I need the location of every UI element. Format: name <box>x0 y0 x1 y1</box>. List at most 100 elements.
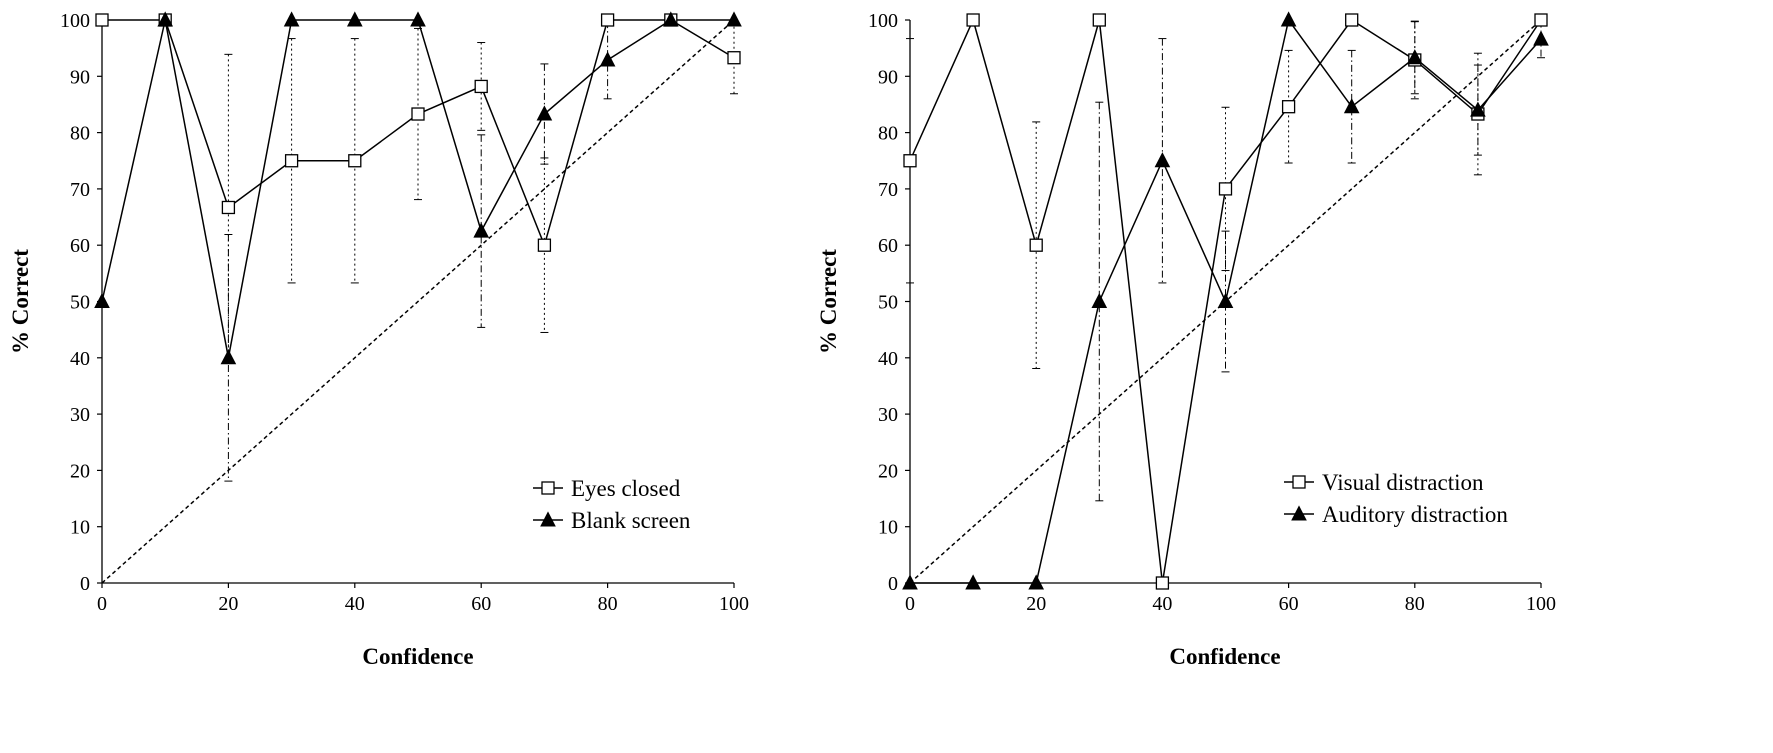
data-point <box>411 107 425 121</box>
data-point <box>94 292 110 308</box>
legend-item: Visual distraction <box>1284 470 1484 495</box>
data-point <box>1154 152 1171 168</box>
data-point <box>599 51 616 67</box>
error-bar <box>1221 230 1230 373</box>
error-bar <box>224 234 233 482</box>
error-bar <box>1410 21 1419 95</box>
y-tick-label: 40 <box>70 348 90 370</box>
data-point <box>1280 11 1297 27</box>
legend-label: Auditory distraction <box>1322 502 1508 527</box>
data-point <box>1091 292 1108 308</box>
y-tick-label: 50 <box>70 292 90 314</box>
legend: Eyes closed Blank screen <box>533 476 691 533</box>
data-point <box>1218 182 1233 196</box>
data-point <box>1406 49 1423 65</box>
data-point <box>1345 13 1359 27</box>
data-point <box>966 13 980 27</box>
chart-panel-1: 0 10 20 30 40 50 60 70 80 90 100 0 20 40 60 80 100 Confid… <box>8 10 749 669</box>
data-point <box>1028 574 1045 590</box>
x-tick-label: 80 <box>1405 593 1425 615</box>
error-bar <box>477 42 486 131</box>
y-axis-title: % Correct <box>816 249 841 354</box>
y-tick-label: 50 <box>878 292 898 314</box>
data-point <box>1470 101 1486 117</box>
x-tick-label: 100 <box>719 593 749 615</box>
data-point <box>727 51 741 65</box>
y-tick-label: 30 <box>70 404 90 426</box>
x-tick-label: 20 <box>1026 593 1046 615</box>
legend-item: Eyes closed <box>533 476 681 501</box>
legend-marker <box>1291 505 1307 521</box>
data-point <box>965 574 981 590</box>
error-bar <box>350 38 359 284</box>
x-tick-label: 0 <box>905 593 915 615</box>
legend-marker <box>540 511 556 527</box>
data-point <box>1343 98 1360 114</box>
x-tick-label: 0 <box>97 593 107 615</box>
data-point <box>600 13 615 27</box>
data-point <box>903 154 917 168</box>
data-point <box>1281 100 1296 114</box>
error-bar <box>1347 49 1356 164</box>
data-point <box>346 11 363 27</box>
y-tick-label: 80 <box>878 123 898 145</box>
data-point <box>473 222 490 238</box>
y-tick-label: 20 <box>878 460 898 482</box>
x-axis-title: Confidence <box>362 644 473 669</box>
legend-label: Eyes closed <box>571 476 681 501</box>
y-tick-label: 70 <box>70 179 90 201</box>
x-tick-label: 60 <box>1279 593 1299 615</box>
legend-marker <box>1292 475 1306 489</box>
x-tick-label: 40 <box>345 593 365 615</box>
x-tick-label: 80 <box>598 593 618 615</box>
data-point <box>726 11 742 27</box>
y-tick-label: 100 <box>60 10 90 32</box>
y-tick-label: 70 <box>878 179 898 201</box>
y-tick-label: 100 <box>868 10 898 32</box>
error-bar <box>906 38 914 284</box>
y-tick-label: 0 <box>80 573 90 595</box>
error-bar <box>287 38 296 284</box>
error-bar <box>1032 121 1041 369</box>
data-point <box>410 11 426 27</box>
error-bar <box>540 157 549 333</box>
x-tick-label: 60 <box>471 593 491 615</box>
legend-label: Visual distraction <box>1322 470 1484 495</box>
legend-item: Auditory distraction <box>1284 502 1508 527</box>
data-point <box>537 238 552 252</box>
y-tick-label: 80 <box>70 123 90 145</box>
data-point <box>221 200 236 215</box>
data-point <box>157 11 174 27</box>
data-point <box>662 11 679 27</box>
data-point <box>1534 13 1548 27</box>
x-tick-label: 40 <box>1152 593 1172 615</box>
data-point <box>220 349 237 365</box>
legend-marker <box>541 481 555 495</box>
data-point <box>283 11 300 27</box>
data-point <box>1092 13 1106 27</box>
legend: Visual distraction Auditory distraction <box>1284 470 1508 527</box>
y-tick-label: 90 <box>70 66 90 88</box>
y-tick-label: 40 <box>878 348 898 370</box>
y-tick-label: 10 <box>878 517 898 539</box>
data-point <box>1155 576 1170 590</box>
data-point <box>902 574 918 590</box>
x-tick-label: 20 <box>218 593 238 615</box>
data-point <box>536 105 553 121</box>
x-axis-title: Confidence <box>1169 644 1280 669</box>
y-tick-label: 30 <box>878 404 898 426</box>
data-point <box>1029 238 1043 252</box>
y-tick-label: 60 <box>70 235 90 257</box>
data-point <box>95 13 109 27</box>
data-point <box>284 154 299 168</box>
x-tick-label: 100 <box>1526 593 1556 615</box>
y-axis-title: % Correct <box>8 249 33 354</box>
data-point <box>348 154 362 168</box>
y-tick-label: 90 <box>878 66 898 88</box>
y-tick-label: 10 <box>70 517 90 539</box>
y-tick-label: 20 <box>70 460 90 482</box>
data-point <box>474 79 488 94</box>
y-tick-label: 60 <box>878 235 898 257</box>
